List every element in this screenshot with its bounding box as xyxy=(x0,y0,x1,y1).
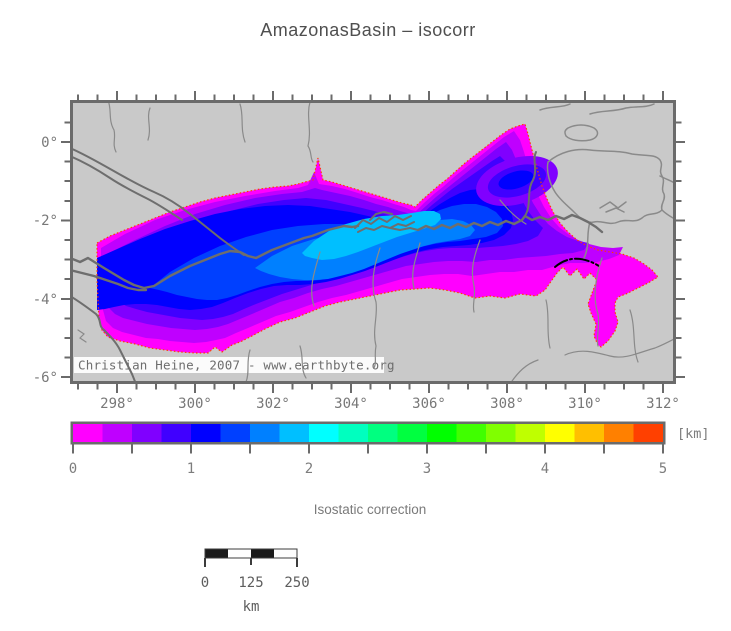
scalebar xyxy=(204,548,298,567)
scalebar-label: 250 xyxy=(284,575,309,591)
attribution-text: Christian Heine, 2007 - www.earthbyte.or… xyxy=(78,358,395,373)
page-title: AmazonasBasin – isocorr xyxy=(260,20,476,40)
colorbar-cell xyxy=(545,424,575,442)
y-tick-label: -6° xyxy=(33,370,58,386)
colorbar-cell xyxy=(309,424,339,442)
scalebar-segment xyxy=(251,549,274,558)
colorbar-cell xyxy=(191,424,221,442)
scalebar-segment xyxy=(228,549,251,558)
y-tick-label: -4° xyxy=(33,292,58,308)
attribution: Christian Heine, 2007 - www.earthbyte.or… xyxy=(74,357,395,373)
colorbar-cell xyxy=(515,424,546,442)
map-axis-ticks xyxy=(61,91,685,393)
contour-band-7 xyxy=(302,211,441,260)
y-tick-label: -2° xyxy=(33,213,58,229)
y-axis-labels: 0° -2° -4° -6° xyxy=(33,135,58,386)
colorbar-caption: Isostatic correction xyxy=(314,502,427,517)
colorbar-cell xyxy=(279,424,310,442)
x-tick-label: 304° xyxy=(334,396,368,412)
sw-river xyxy=(70,295,137,384)
x-tick-label: 302° xyxy=(256,396,290,412)
colorbar-unit-label: [km] xyxy=(677,426,710,442)
amazon-river-east xyxy=(416,213,604,234)
x-tick-label: 308° xyxy=(490,396,524,412)
map-frame xyxy=(70,100,676,384)
colorbar-cell xyxy=(73,424,103,442)
colorbar-cell xyxy=(486,424,516,442)
map-canvas: Christian Heine, 2007 - www.earthbyte.or… xyxy=(70,100,676,384)
colorbar-cell xyxy=(220,424,251,442)
colorbar-cell xyxy=(368,424,398,442)
river-knot xyxy=(354,211,419,233)
x-tick-label: 306° xyxy=(412,396,446,412)
colorbar-frame xyxy=(70,421,666,445)
colorbar-cell xyxy=(338,424,369,442)
x-tick-label: 300° xyxy=(178,396,212,412)
colorbar-tick-label: 3 xyxy=(423,461,431,477)
colorbar-tick-label: 4 xyxy=(541,461,549,477)
amazon-river-braid xyxy=(70,268,148,292)
x-tick-label: 310° xyxy=(568,396,602,412)
main-rivers xyxy=(70,147,604,384)
black-contour-arc xyxy=(554,257,600,268)
scalebar-label: 125 xyxy=(238,575,263,591)
colorbar-tick-label: 1 xyxy=(187,461,195,477)
north-branch-river xyxy=(524,151,537,217)
scalebar-segment xyxy=(205,549,228,558)
amazon-river-west xyxy=(70,224,360,290)
nw-river-upper xyxy=(70,147,245,256)
attribution-box xyxy=(74,357,384,373)
colorbar-tick-label: 0 xyxy=(69,461,77,477)
colorbar-cell xyxy=(633,424,664,442)
x-tick-label: 298° xyxy=(100,396,134,412)
thin-rivers xyxy=(77,100,676,384)
colorbar-cell xyxy=(604,424,634,442)
scalebar-label: 0 xyxy=(201,575,209,591)
ne-spot-core xyxy=(498,170,534,190)
colorbar-cell xyxy=(456,424,487,442)
scalebar-unit-label: km xyxy=(243,599,260,615)
colorbar-cell xyxy=(161,424,192,442)
scalebar-segment xyxy=(274,549,297,558)
colorbar-cell xyxy=(427,424,457,442)
x-tick-label: 312° xyxy=(646,396,680,412)
colorbar-tick-label: 2 xyxy=(305,461,313,477)
ne-river-network xyxy=(539,103,676,259)
contour-bands xyxy=(96,123,659,354)
x-axis-labels: 298° 300° 302° 304° 306° 308° 310° 312° xyxy=(100,396,680,412)
colorbar-cell xyxy=(102,424,133,442)
contour-band-6 xyxy=(255,219,475,280)
colorbar-ticks xyxy=(72,444,664,454)
colorbar-cell xyxy=(397,424,428,442)
colorbar-cell xyxy=(132,424,162,442)
y-tick-label: 0° xyxy=(41,135,58,151)
nw-river-lower xyxy=(70,155,183,221)
colorbar-labels: 0 1 2 3 4 5 xyxy=(69,461,667,477)
colorbar-cells xyxy=(73,424,664,442)
colorbar-cell xyxy=(574,424,605,442)
colorbar-cell xyxy=(250,424,280,442)
scalebar-labels: 0 125 250 km xyxy=(201,575,310,615)
basin-outline-stipple xyxy=(96,123,659,354)
colorbar-tick-label: 5 xyxy=(659,461,667,477)
